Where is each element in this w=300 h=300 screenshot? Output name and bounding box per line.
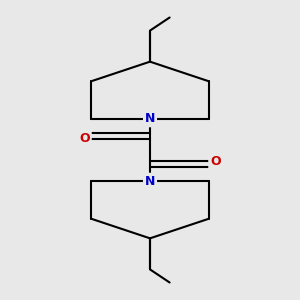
Text: N: N — [145, 175, 155, 188]
Text: O: O — [210, 155, 221, 168]
Text: N: N — [145, 112, 155, 125]
Text: O: O — [79, 132, 90, 145]
